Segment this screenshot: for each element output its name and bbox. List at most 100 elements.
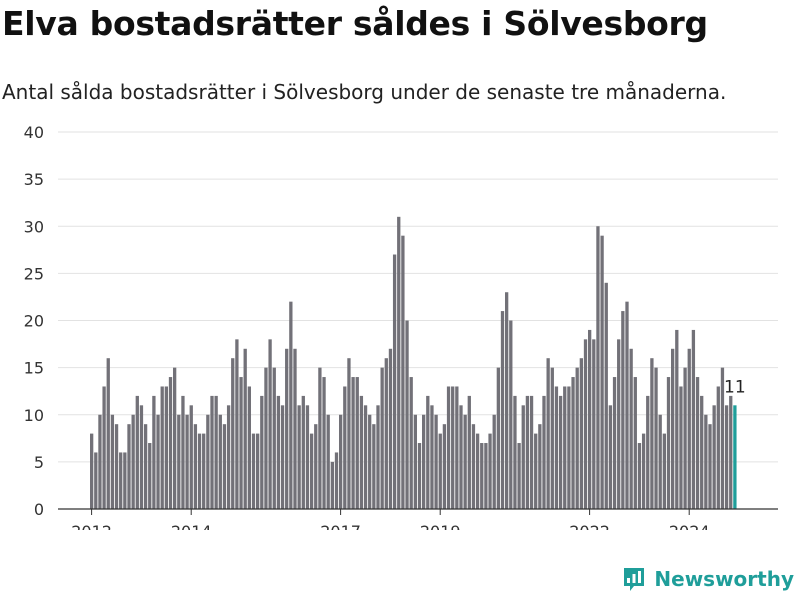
bar — [430, 405, 434, 509]
x-tick-label: 2022 — [569, 522, 610, 530]
bar — [110, 414, 115, 509]
bar-highlight — [733, 405, 737, 509]
bar — [588, 329, 592, 509]
x-tick-label: 2012 — [71, 522, 112, 530]
y-tick-label: 5 — [34, 453, 44, 472]
bar — [612, 377, 617, 509]
bar — [305, 405, 310, 509]
bar — [517, 443, 521, 509]
bar — [343, 386, 347, 509]
bar — [538, 424, 542, 509]
bar — [625, 301, 629, 509]
bar — [401, 235, 405, 509]
bar — [455, 386, 459, 509]
last-value-label: 11 — [724, 377, 746, 397]
bar — [658, 414, 662, 509]
bar — [417, 443, 422, 509]
bar — [641, 433, 646, 509]
bar — [235, 339, 239, 509]
y-tick-label: 15 — [24, 359, 44, 378]
brand-name: Newsworthy — [654, 567, 794, 591]
bar — [675, 329, 679, 509]
bar — [359, 395, 364, 509]
bar — [380, 367, 384, 510]
bar — [480, 443, 484, 509]
bar — [463, 414, 467, 509]
bar — [617, 339, 621, 509]
y-tick-label: 40 — [24, 123, 44, 142]
bar — [451, 386, 455, 509]
bar — [376, 405, 380, 509]
bar — [442, 424, 447, 509]
bar — [534, 433, 538, 509]
x-tick-label: 2024 — [669, 522, 710, 530]
bar — [392, 254, 397, 509]
data-labels: 11 — [724, 377, 746, 397]
bar — [662, 433, 666, 509]
bar — [646, 395, 650, 509]
bar — [285, 348, 289, 509]
bar — [691, 329, 696, 509]
bar — [422, 414, 426, 509]
bar — [716, 386, 720, 509]
bar — [505, 292, 509, 509]
bar — [604, 282, 608, 509]
y-tick-label: 35 — [24, 170, 44, 189]
x-tick-label: 2019 — [420, 522, 461, 530]
bar — [222, 424, 227, 509]
y-tick-label: 30 — [24, 217, 44, 236]
bar — [218, 414, 222, 509]
bar — [475, 433, 480, 509]
bar — [542, 395, 546, 509]
bar — [243, 348, 247, 509]
bar — [276, 395, 281, 509]
bar — [467, 395, 471, 509]
bar — [226, 405, 231, 509]
bar — [388, 348, 393, 509]
bar — [708, 424, 712, 509]
bar — [434, 414, 438, 509]
bar — [272, 367, 276, 510]
bar — [650, 358, 654, 509]
bar — [687, 348, 691, 509]
newsworthy-logo-icon — [624, 568, 645, 591]
bar — [268, 339, 272, 509]
bar — [592, 339, 596, 509]
bar — [127, 424, 131, 509]
bar — [583, 339, 588, 509]
bar — [214, 395, 218, 509]
bar — [181, 395, 185, 509]
y-tick-label: 0 — [34, 500, 44, 519]
bar — [293, 348, 297, 509]
bar — [119, 452, 123, 509]
bar — [492, 414, 496, 509]
bar — [372, 424, 376, 509]
bar — [409, 377, 413, 509]
y-tick-label: 25 — [24, 264, 44, 283]
bar — [683, 367, 687, 510]
bar — [571, 377, 575, 509]
bar — [368, 414, 372, 509]
bar — [247, 386, 251, 509]
bar-chart: 0 5 10 15 20 25 30 35 40 2012 2014 2017 2019 2022 202… — [24, 123, 778, 530]
bar — [202, 433, 206, 509]
bar — [529, 395, 534, 509]
bar — [131, 414, 135, 509]
bar — [139, 405, 144, 509]
bar — [666, 377, 671, 509]
bar — [355, 377, 359, 509]
bar — [251, 433, 256, 509]
bar — [500, 311, 505, 509]
chart-title: Elva bostadsrätter såldes i Sölvesborg — [2, 4, 708, 43]
bar — [596, 226, 600, 509]
bar — [700, 395, 704, 509]
bar — [160, 386, 164, 509]
bar — [384, 358, 388, 509]
bar — [405, 320, 409, 509]
bar — [152, 395, 156, 509]
y-tick-label: 10 — [24, 406, 44, 425]
bar — [106, 358, 110, 509]
bar — [525, 395, 530, 509]
x-tick-label: 2017 — [320, 522, 361, 530]
bar — [297, 405, 301, 509]
